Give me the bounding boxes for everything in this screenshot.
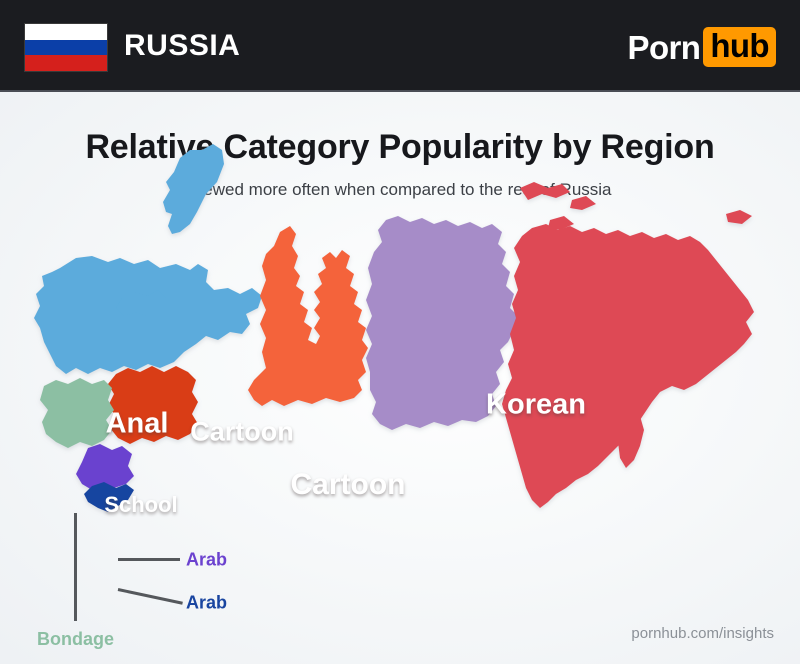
- region-caucasus-south[interactable]: [84, 482, 134, 512]
- leader-line-bondage: [74, 513, 77, 621]
- region-far-east-islands[interactable]: [520, 182, 570, 200]
- region-urals[interactable]: [248, 226, 368, 406]
- russia-flag-icon: [24, 23, 108, 72]
- region-label-school: School: [104, 492, 178, 517]
- region-label-korean: Korean: [486, 388, 586, 421]
- country-title: RUSSIA: [124, 29, 241, 62]
- region-northwest-kola[interactable]: [116, 290, 166, 316]
- russia-choropleth-map: [0, 128, 800, 548]
- region-northwest[interactable]: [163, 144, 224, 234]
- region-far-east[interactable]: [502, 224, 754, 508]
- region-far-east-island3[interactable]: [548, 216, 574, 230]
- pornhub-logo: Porn hub: [628, 26, 776, 68]
- region-label-arab-blue: Arab: [186, 592, 228, 613]
- region-label-bondage: Bondage: [37, 629, 115, 649]
- region-caucasus-north[interactable]: [76, 444, 134, 490]
- map-svg: [34, 144, 754, 512]
- footer-url: pornhub.com/insights: [631, 625, 774, 642]
- region-label-cartoon-siberia: Cartoon: [290, 468, 406, 501]
- logo-text-porn: Porn: [627, 28, 701, 66]
- region-far-east-island2[interactable]: [570, 196, 596, 210]
- region-far-east-island4[interactable]: [726, 210, 752, 224]
- region-volga[interactable]: [108, 366, 198, 444]
- header-bar: RUSSIA Porn hub: [0, 0, 800, 92]
- region-label-arab-violet: Arab: [186, 549, 228, 570]
- region-label-anal: Anal: [105, 407, 169, 440]
- region-label-cartoon-urals: Cartoon: [190, 416, 294, 447]
- region-far-east-sakhalin[interactable]: [618, 408, 644, 468]
- leader-line-arab-violet: [118, 558, 180, 561]
- region-siberia[interactable]: [366, 216, 518, 430]
- logo-text-hub: hub: [703, 27, 776, 67]
- region-south[interactable]: [40, 378, 114, 448]
- page-subtitle: Viewed more often when compared to the r…: [188, 180, 612, 199]
